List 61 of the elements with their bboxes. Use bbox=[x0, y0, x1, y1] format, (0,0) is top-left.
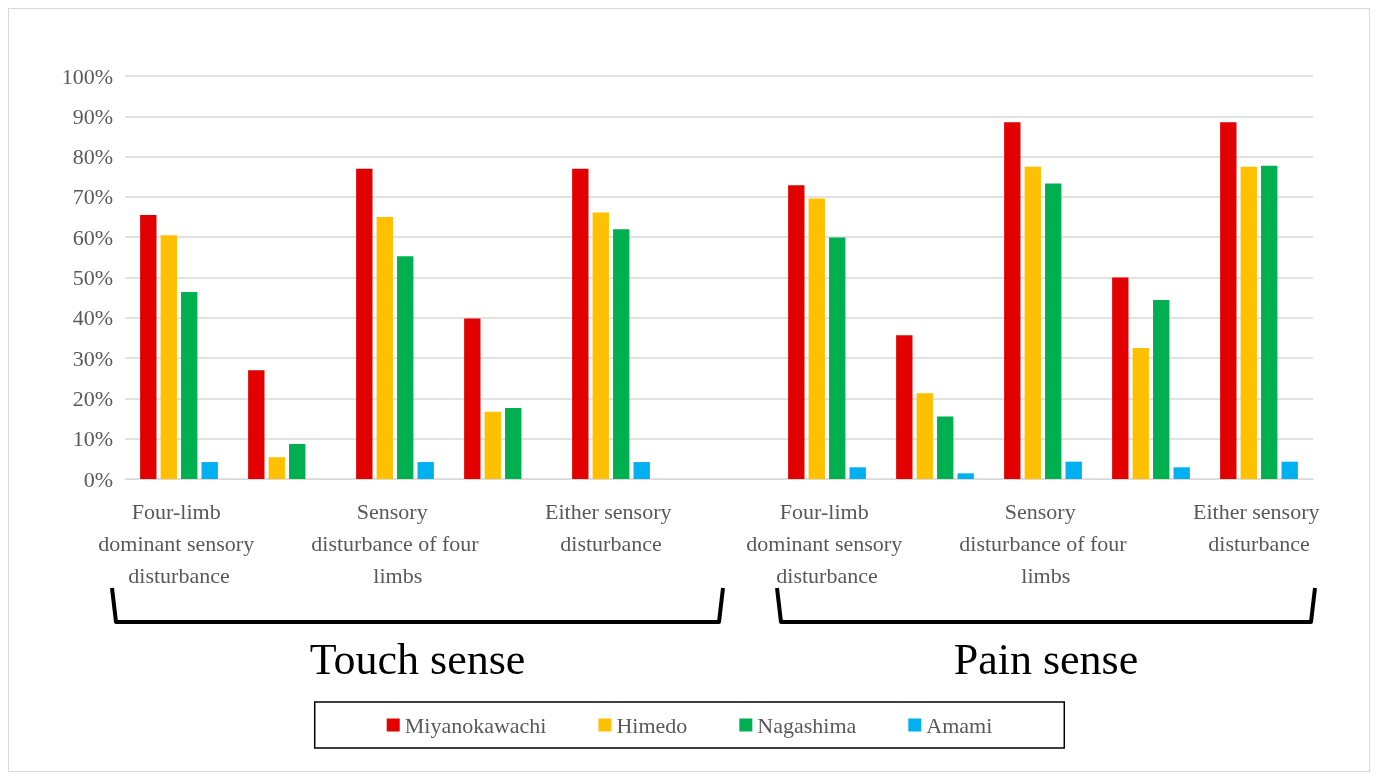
bar bbox=[248, 370, 265, 479]
bar bbox=[140, 215, 157, 479]
bar bbox=[201, 462, 218, 479]
text: Pain sense bbox=[953, 634, 1139, 685]
bar bbox=[484, 411, 501, 479]
y-tick-label: 20% bbox=[72, 385, 113, 411]
bar bbox=[268, 457, 285, 479]
y-tick-label: 0% bbox=[83, 466, 113, 492]
bar bbox=[464, 318, 481, 479]
x-tick-label: Sensory disturbance of four limbs bbox=[311, 498, 480, 588]
bar bbox=[1153, 300, 1170, 479]
bar bbox=[937, 416, 954, 479]
bar bbox=[289, 443, 306, 479]
bar bbox=[181, 292, 198, 479]
y-tick-label: 100% bbox=[61, 63, 113, 89]
bar bbox=[505, 408, 522, 479]
bar bbox=[957, 473, 974, 479]
bar bbox=[1261, 165, 1278, 479]
bar bbox=[1112, 277, 1129, 479]
bar bbox=[1240, 166, 1257, 479]
x-tick-label: Four-limb dominant sensory disturbance bbox=[746, 498, 908, 588]
legend-label: Miyanokawachi bbox=[404, 712, 547, 738]
bar bbox=[592, 212, 609, 479]
bar bbox=[1024, 166, 1041, 479]
bar bbox=[397, 256, 414, 479]
bar bbox=[1045, 183, 1062, 479]
bar bbox=[1173, 467, 1190, 479]
bar bbox=[376, 217, 393, 479]
bar bbox=[829, 237, 846, 479]
bar bbox=[788, 185, 805, 479]
bar bbox=[1281, 461, 1298, 479]
x-tick-label: Sensory disturbance of four limbs bbox=[959, 498, 1128, 588]
bar bbox=[572, 168, 589, 479]
bar bbox=[1065, 461, 1082, 479]
y-tick-label: 30% bbox=[72, 345, 113, 371]
bar bbox=[417, 462, 434, 479]
y-tick-label: 60% bbox=[72, 224, 113, 250]
x-tick-label: Either sensory disturbance bbox=[545, 498, 677, 556]
bar bbox=[808, 198, 825, 479]
legend-label: Nagashima bbox=[757, 712, 857, 738]
y-tick-label: 10% bbox=[72, 426, 113, 452]
bar bbox=[896, 335, 913, 479]
bar bbox=[1220, 122, 1237, 479]
bar bbox=[633, 462, 650, 479]
x-tick-label: Four-limb dominant sensory disturbance bbox=[98, 498, 260, 588]
bar bbox=[160, 235, 177, 479]
bar bbox=[1004, 122, 1021, 479]
y-tick-label: 80% bbox=[72, 144, 113, 170]
bar bbox=[1132, 348, 1149, 479]
bar bbox=[916, 393, 933, 479]
bar bbox=[849, 467, 866, 479]
y-tick-label: 40% bbox=[72, 305, 113, 331]
legend-label: Amami bbox=[926, 712, 993, 738]
y-tick-label: 70% bbox=[72, 184, 113, 210]
legend-label: Himedo bbox=[616, 712, 688, 738]
x-tick-label: Either sensory disturbance bbox=[1193, 498, 1325, 556]
text: Touch sense bbox=[309, 634, 526, 685]
y-tick-label: 90% bbox=[72, 103, 113, 129]
bar bbox=[356, 168, 373, 479]
y-tick-label: 50% bbox=[72, 265, 113, 290]
bar bbox=[613, 229, 630, 479]
